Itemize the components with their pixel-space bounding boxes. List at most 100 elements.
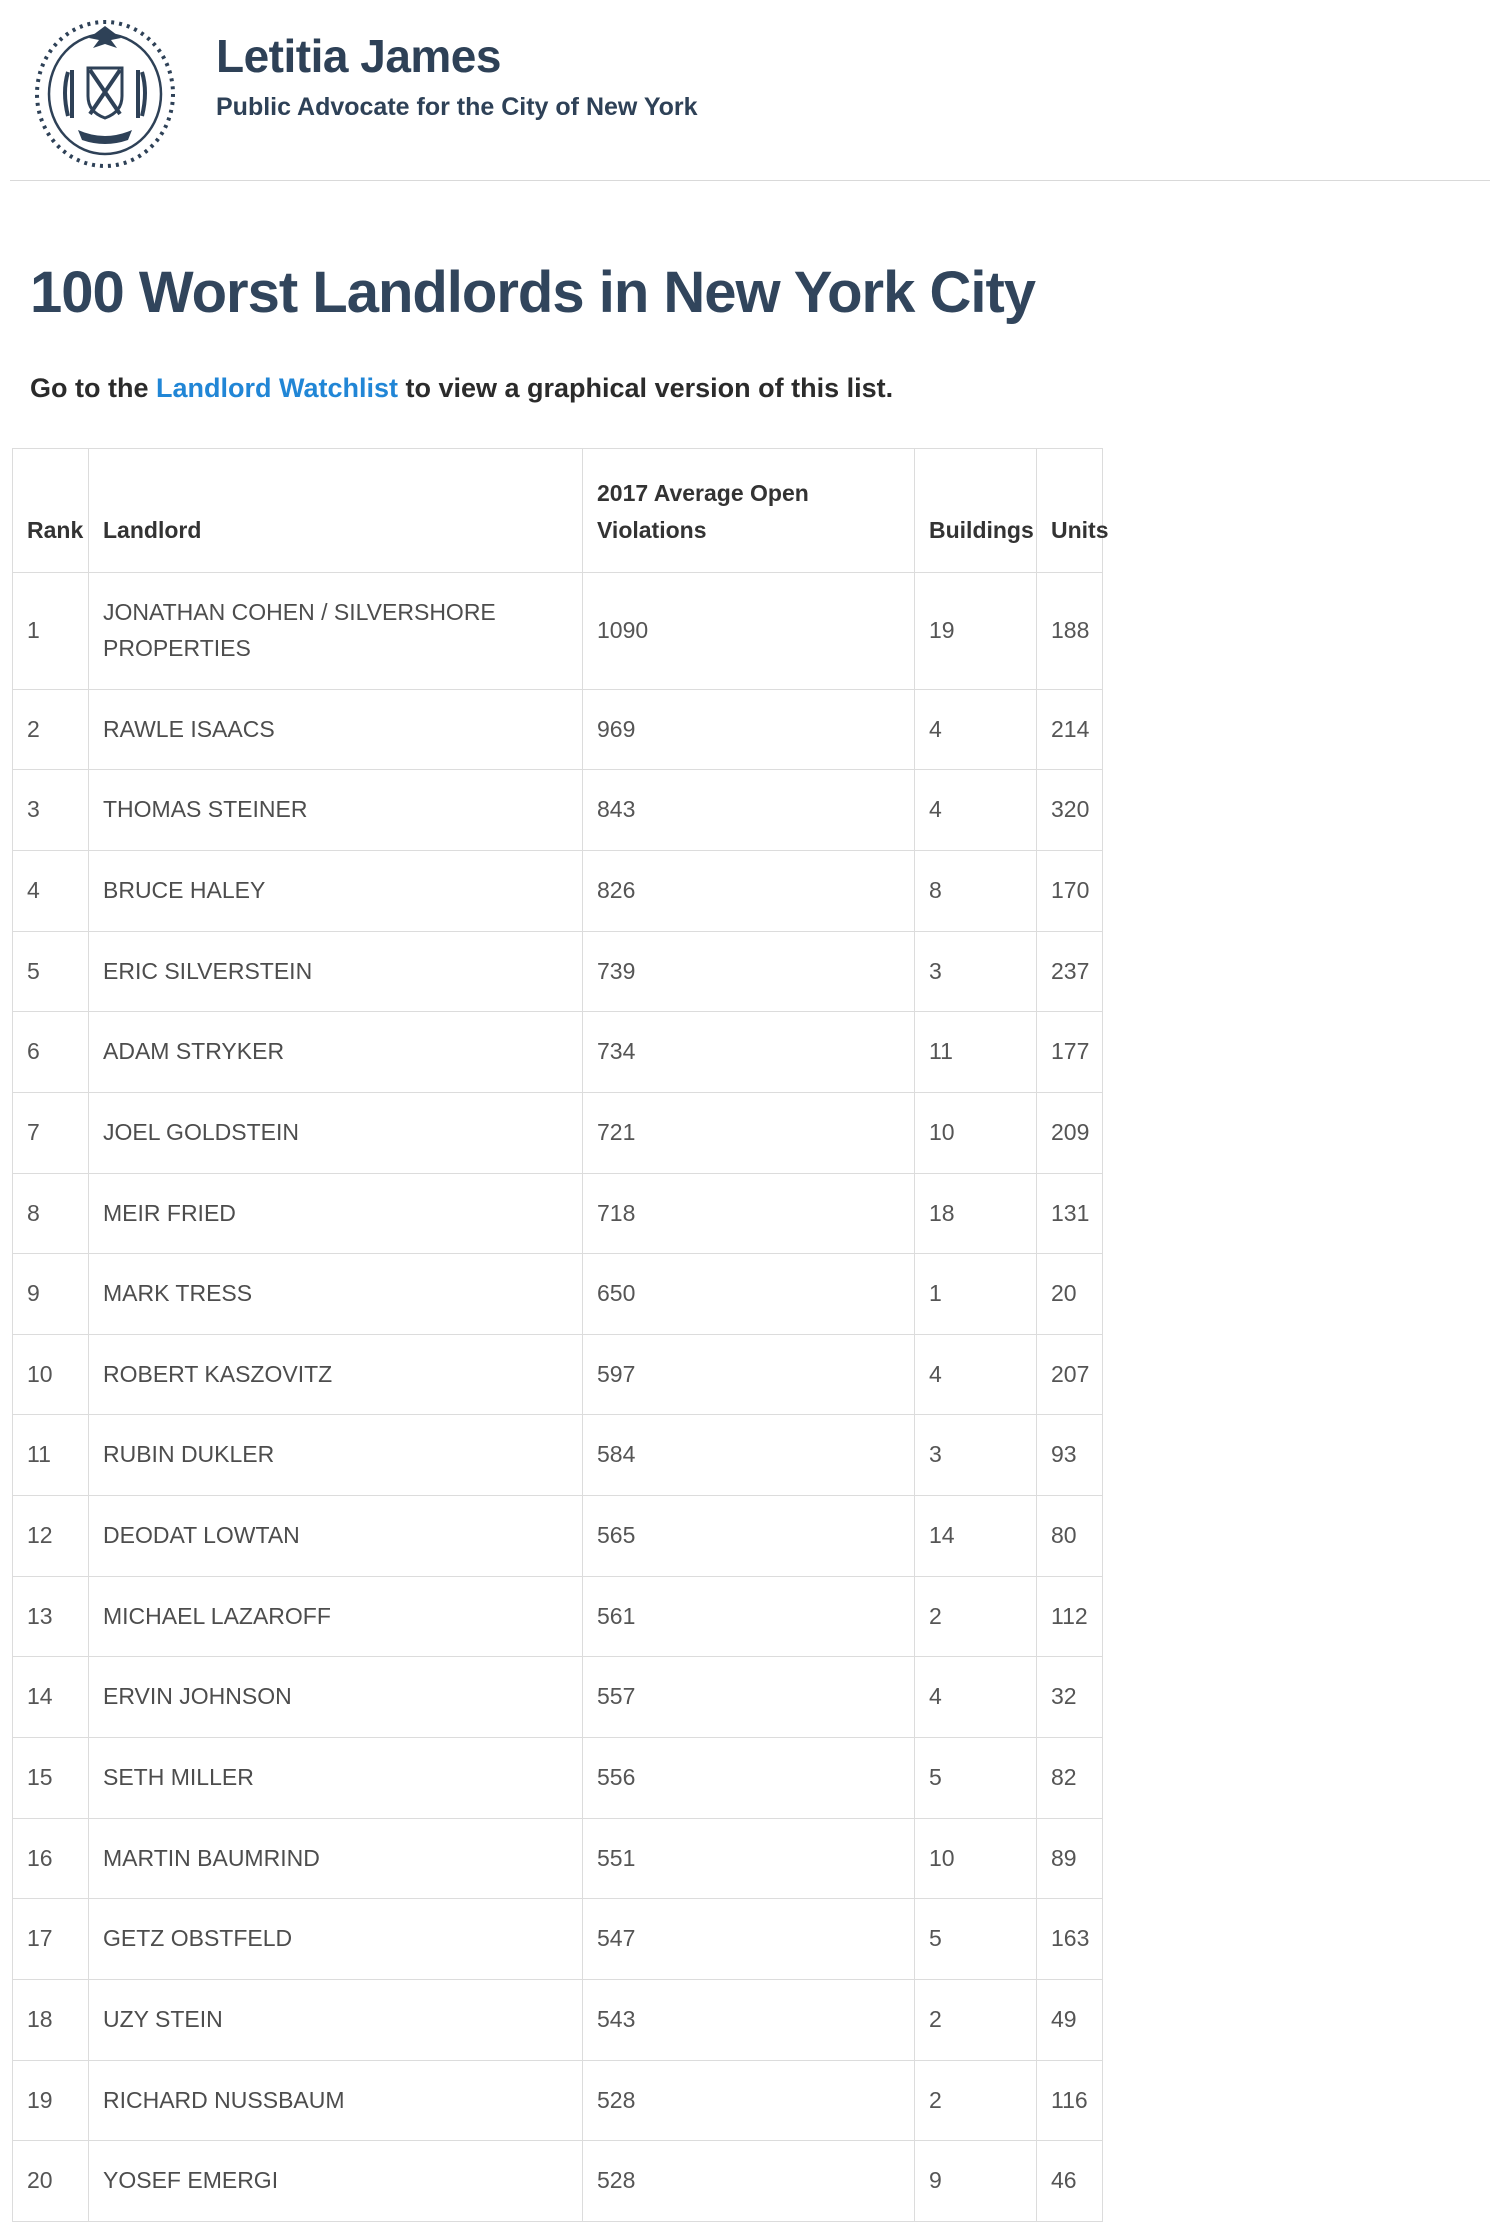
units-cell: 188 [1036, 572, 1103, 690]
buildings-cell: 4 [914, 1333, 1037, 1416]
table-row: 8 MEIR FRIED 718 18 131 [12, 1172, 1103, 1255]
units-cell: 46 [1036, 2140, 1103, 2222]
landlord-name-cell: RAWLE ISAACS [88, 688, 583, 771]
buildings-cell: 3 [914, 1414, 1037, 1497]
buildings-cell: 10 [914, 1817, 1037, 1900]
table-row: 17 GETZ OBSTFELD 547 5 163 [12, 1898, 1103, 1980]
landlord-name-cell: UZY STEIN [88, 1978, 583, 2061]
buildings-cell: 9 [914, 2140, 1037, 2222]
rank-cell: 15 [12, 1737, 89, 1819]
violations-cell: 969 [582, 688, 915, 771]
table-row: 18 UZY STEIN 543 2 49 [12, 1978, 1103, 2061]
units-cell: 112 [1036, 1575, 1103, 1658]
site-header: Letitia James Public Advocate for the Ci… [0, 0, 1500, 180]
site-owner-name: Letitia James [216, 30, 501, 82]
rank-cell: 10 [12, 1333, 89, 1416]
table-row: 1 JONATHAN COHEN / SILVERSHORE PROPERTIE… [12, 572, 1103, 690]
rank-cell: 1 [12, 572, 89, 690]
rank-cell: 17 [12, 1898, 89, 1980]
buildings-cell: 11 [914, 1011, 1037, 1093]
violations-cell: 650 [582, 1253, 915, 1335]
buildings-cell: 2 [914, 2059, 1037, 2142]
buildings-cell: 10 [914, 1091, 1037, 1174]
page-title: 100 Worst Landlords in New York City [30, 260, 1036, 325]
column-header-violations: 2017 Average Open Violations [582, 447, 915, 574]
rank-cell: 5 [12, 930, 89, 1013]
units-cell: 177 [1036, 1011, 1103, 1093]
column-header-landlord: Landlord [88, 447, 583, 574]
buildings-cell: 5 [914, 1737, 1037, 1819]
violations-cell: 734 [582, 1011, 915, 1093]
intro-suffix: to view a graphical version of this list… [397, 372, 894, 403]
landlord-name-cell: MARTIN BAUMRIND [88, 1817, 583, 1900]
table-row: 16 MARTIN BAUMRIND 551 10 89 [12, 1817, 1103, 1900]
buildings-cell: 3 [914, 930, 1037, 1013]
column-header-units: Units [1036, 447, 1109, 574]
intro-text: Go to the Landlord Watchlist to view a g… [30, 373, 1470, 404]
violations-cell: 528 [582, 2059, 915, 2142]
rank-cell: 20 [12, 2140, 89, 2222]
buildings-cell: 18 [914, 1172, 1037, 1255]
units-cell: 209 [1036, 1091, 1103, 1174]
violations-cell: 543 [582, 1978, 915, 2061]
rank-cell: 9 [12, 1253, 89, 1335]
landlord-name-cell: MICHAEL LAZAROFF [88, 1575, 583, 1658]
units-cell: 163 [1036, 1898, 1103, 1980]
buildings-cell: 1 [914, 1253, 1037, 1335]
rank-cell: 7 [12, 1091, 89, 1174]
landlord-name-cell: DEODAT LOWTAN [88, 1495, 583, 1577]
landlord-name-cell: YOSEF EMERGI [88, 2140, 583, 2222]
table-row: 13 MICHAEL LAZAROFF 561 2 112 [12, 1575, 1103, 1658]
landlord-name-cell: ERVIN JOHNSON [88, 1656, 583, 1738]
table-row: 9 MARK TRESS 650 1 20 [12, 1253, 1103, 1335]
site-owner-title: Public Advocate for the City of New York [216, 92, 698, 121]
violations-cell: 547 [582, 1898, 915, 1980]
intro-prefix: Go to the [30, 372, 156, 403]
landlord-name-cell: GETZ OBSTFELD [88, 1898, 583, 1980]
rank-cell: 18 [12, 1978, 89, 2061]
buildings-cell: 19 [914, 572, 1037, 690]
landlord-name-cell: JONATHAN COHEN / SILVERSHORE PROPERTIES [88, 572, 583, 690]
table-row: 2 RAWLE ISAACS 969 4 214 [12, 688, 1103, 771]
rank-cell: 11 [12, 1414, 89, 1497]
violations-cell: 597 [582, 1333, 915, 1416]
violations-cell: 584 [582, 1414, 915, 1497]
table-row: 15 SETH MILLER 556 5 82 [12, 1737, 1103, 1819]
units-cell: 80 [1036, 1495, 1103, 1577]
buildings-cell: 4 [914, 1656, 1037, 1738]
landlord-name-cell: MEIR FRIED [88, 1172, 583, 1255]
buildings-cell: 5 [914, 1898, 1037, 1980]
buildings-cell: 4 [914, 769, 1037, 851]
units-cell: 89 [1036, 1817, 1103, 1900]
rank-cell: 4 [12, 849, 89, 932]
landlord-watchlist-link[interactable]: Landlord Watchlist [155, 372, 398, 403]
units-cell: 82 [1036, 1737, 1103, 1819]
units-cell: 20 [1036, 1253, 1103, 1335]
header-divider [10, 180, 1490, 181]
rank-cell: 8 [12, 1172, 89, 1255]
landlord-name-cell: RICHARD NUSSBAUM [88, 2059, 583, 2142]
landlord-name-cell: THOMAS STEINER [88, 769, 583, 851]
landlord-name-cell: ERIC SILVERSTEIN [88, 930, 583, 1013]
table-row: 12 DEODAT LOWTAN 565 14 80 [12, 1495, 1103, 1577]
rank-cell: 12 [12, 1495, 89, 1577]
buildings-cell: 2 [914, 1575, 1037, 1658]
rank-cell: 6 [12, 1011, 89, 1093]
units-cell: 116 [1036, 2059, 1103, 2142]
units-cell: 49 [1036, 1978, 1103, 2061]
violations-cell: 826 [582, 849, 915, 932]
violations-cell: 561 [582, 1575, 915, 1658]
table-row: 5 ERIC SILVERSTEIN 739 3 237 [12, 930, 1103, 1013]
landlord-name-cell: SETH MILLER [88, 1737, 583, 1819]
landlord-name-cell: RUBIN DUKLER [88, 1414, 583, 1497]
rank-cell: 16 [12, 1817, 89, 1900]
units-cell: 170 [1036, 849, 1103, 932]
landlord-name-cell: MARK TRESS [88, 1253, 583, 1335]
violations-cell: 551 [582, 1817, 915, 1900]
table-body: 1 JONATHAN COHEN / SILVERSHORE PROPERTIE… [12, 572, 1103, 2222]
units-cell: 131 [1036, 1172, 1103, 1255]
table-row: 11 RUBIN DUKLER 584 3 93 [12, 1414, 1103, 1497]
units-cell: 207 [1036, 1333, 1103, 1416]
violations-cell: 843 [582, 769, 915, 851]
